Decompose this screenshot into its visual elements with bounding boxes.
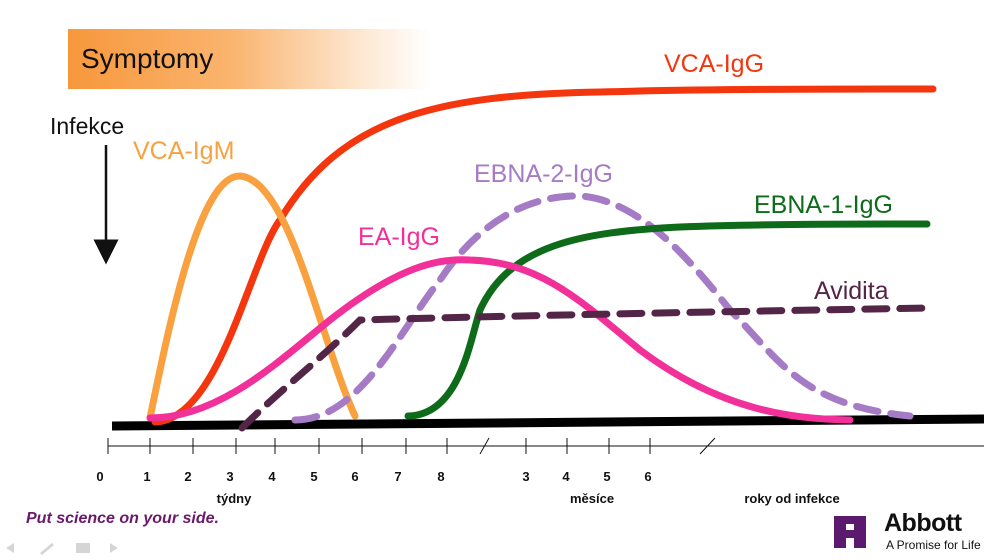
x-tick-label: 0 (96, 469, 103, 484)
menu-icon[interactable] (76, 543, 90, 553)
series-vca-igg-line (151, 85, 937, 426)
symptoms-banner: Symptomy (68, 29, 430, 89)
label-vca-igm: VCA-IgM (133, 137, 235, 165)
x-tick-label: 7 (394, 469, 401, 484)
x-tick-label: 3 (226, 469, 233, 484)
slide-nav[interactable] (4, 540, 124, 556)
x-unit-label: týdny (217, 491, 252, 506)
infection-label: Infekce (50, 113, 125, 139)
x-tick-label: 1 (143, 469, 150, 484)
symptoms-label: Symptomy (81, 43, 214, 74)
abbott-logo-icon (834, 516, 866, 548)
label-ea-igg: EA-IgG (358, 223, 440, 251)
x-tick-label: 8 (437, 469, 444, 484)
label-ebna-1-igg: EBNA-1-IgG (754, 191, 893, 219)
brand-name: Abbott (884, 509, 962, 537)
x-tick-label: 4 (562, 469, 570, 484)
brand-subtitle: A Promise for Life (886, 538, 981, 552)
tagline: Put science on your side. (26, 510, 219, 527)
label-vca-igg: VCA-IgG (664, 50, 765, 78)
label-avidita: Avidita (814, 277, 889, 305)
x-tick-label: 4 (268, 469, 276, 484)
prev-arrow-icon[interactable] (6, 543, 14, 553)
x-unit-label: měsíce (570, 491, 614, 506)
x-tick-label: 5 (310, 469, 317, 484)
x-tick-label: 6 (644, 469, 651, 484)
x-tick-label: 5 (603, 469, 610, 484)
series-ebna-2-igg-line (291, 192, 914, 424)
label-ebna-2-igg: EBNA-2-IgG (474, 160, 613, 188)
series-avidita-line (238, 304, 934, 432)
x-tick-label: 6 (351, 469, 358, 484)
x-tick-label: 3 (522, 469, 529, 484)
x-tick-label: 2 (184, 469, 191, 484)
series-ebna-1-igg-line (404, 220, 931, 420)
x-unit-label: roky od infekce (744, 491, 839, 506)
pen-icon[interactable] (40, 543, 54, 555)
series-ea-igg-line (146, 256, 854, 424)
axis-break (699, 437, 716, 455)
axis-break (479, 437, 490, 455)
next-arrow-icon[interactable] (110, 543, 118, 553)
